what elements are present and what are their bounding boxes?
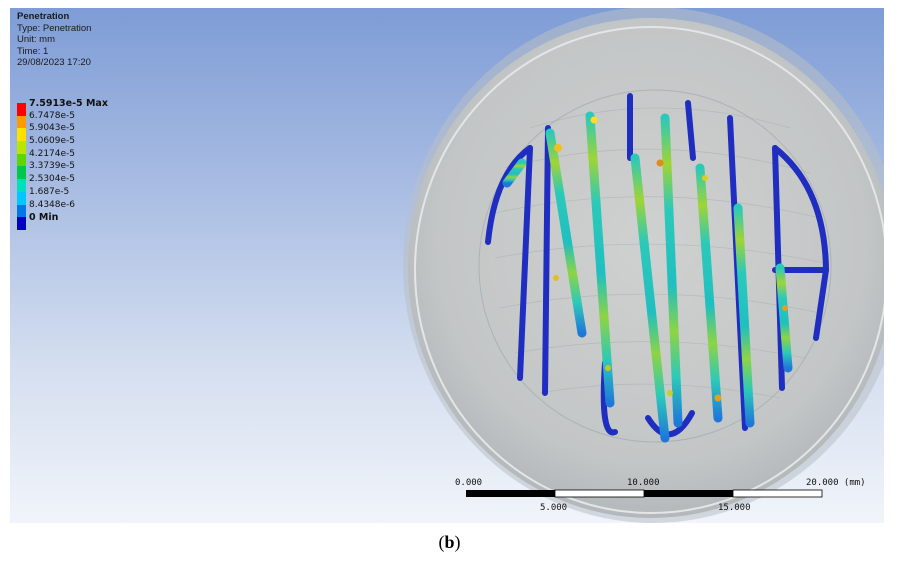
scale-label-15: 15.000 — [718, 503, 751, 513]
letter-t-stem — [517, 145, 533, 381]
model-view[interactable]: 0.000 10.000 20.000 (mm) 5.000 15.000 — [10, 8, 884, 523]
legend-label: 6.7478e-5 — [29, 110, 76, 121]
legend-swatch — [17, 166, 26, 180]
legend-label: 3.3739e-5 — [29, 161, 76, 172]
letter-a-left — [542, 125, 551, 396]
scale-seg-1 — [466, 490, 555, 497]
scale-seg-4 — [732, 489, 823, 498]
scale-seg-3 — [644, 490, 733, 497]
legend-label: 5.9043e-5 — [29, 123, 76, 134]
letter-t-arc — [485, 145, 533, 245]
strip-2 — [585, 111, 615, 408]
legend-swatch — [17, 153, 26, 167]
legend-label: 2.5304e-5 — [29, 174, 76, 185]
strip-1 — [545, 128, 587, 338]
strip-3 — [630, 153, 670, 443]
legend-swatch — [17, 103, 26, 116]
letter-l-top — [685, 100, 696, 161]
scale-label-0: 0.000 — [455, 478, 482, 488]
legend-swatch — [17, 191, 26, 205]
legend-label: 4.2174e-5 — [29, 148, 76, 159]
result-time: Time: 1 — [17, 45, 49, 57]
scale-bar: 0.000 10.000 20.000 (mm) 5.000 15.000 — [455, 478, 866, 513]
legend-label: 8.4348e-6 — [29, 199, 76, 210]
legend-swatch — [17, 217, 26, 230]
disc-inner-rim — [414, 26, 884, 514]
result-type: Type: Penetration — [17, 22, 92, 34]
strip-7 — [775, 263, 793, 373]
letter-u-bottom — [645, 410, 695, 438]
scale-label-10: 10.000 — [627, 478, 660, 488]
scale-seg-2 — [554, 489, 645, 498]
legend-swatch — [17, 179, 26, 192]
legend-swatch — [17, 141, 26, 154]
caption-letter: b — [444, 532, 455, 552]
scale-label-5: 5.000 — [540, 503, 567, 513]
disc-inner-circle — [478, 89, 832, 443]
result-date: 29/08/2023 17:20 — [17, 57, 91, 68]
caption-open: ( — [438, 532, 445, 552]
legend-label: 5.0609e-5 — [29, 136, 76, 147]
result-unit: Unit: mm — [17, 34, 55, 45]
hot-spots — [553, 116, 788, 402]
result-title: Penetration — [17, 11, 70, 22]
letter-a2-arc — [772, 145, 829, 273]
strip-5 — [695, 163, 723, 423]
strip-4 — [660, 113, 683, 428]
strip-6 — [733, 203, 755, 428]
result-info: Penetration Type: Penetration Unit: mm T… — [17, 11, 91, 69]
caption-close: ) — [454, 532, 461, 552]
legend-label: 0 Min — [29, 212, 59, 224]
legend-swatch — [17, 128, 26, 142]
legend-swatch — [17, 204, 26, 218]
legend-label: 1.687e-5 — [29, 186, 70, 197]
letter-a2-leg — [813, 267, 829, 341]
figure-caption: (b) — [0, 532, 899, 553]
legend-swatch — [17, 115, 26, 129]
strip-8 — [502, 158, 527, 188]
legend-label: 7.5913e-5 Max — [29, 98, 108, 109]
contact-strips — [502, 111, 793, 443]
graphics-viewport[interactable]: Penetration Type: Penetration Unit: mm T… — [10, 8, 884, 523]
scale-label-20: 20.000 (mm) — [806, 478, 866, 488]
